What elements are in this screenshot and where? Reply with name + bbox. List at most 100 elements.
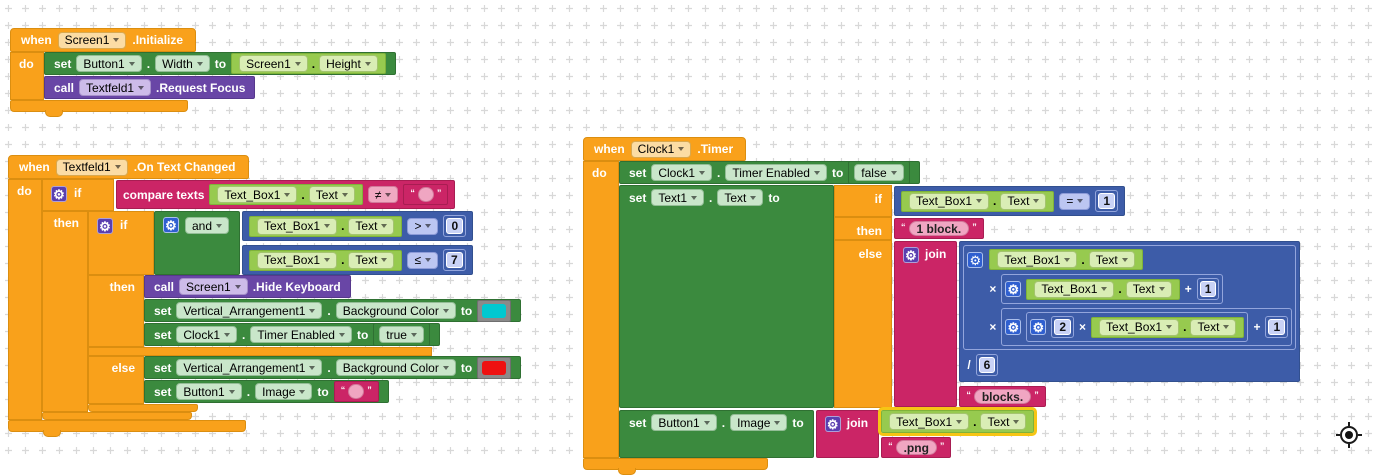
- text-dropdown[interactable]: Text: [1000, 192, 1047, 210]
- clock1-dropdown[interactable]: Clock1: [651, 164, 713, 181]
- logic-true-block[interactable]: true: [373, 323, 430, 346]
- set-clock1-timer-enabled-true-block[interactable]: set Clock1 . Timer Enabled to true: [144, 323, 440, 346]
- equals-dropdown[interactable]: =: [1059, 192, 1091, 210]
- button1-dropdown[interactable]: Button1: [651, 414, 717, 431]
- text-box1-text-getter[interactable]: Text_Box1 . Text: [1091, 316, 1245, 338]
- text-box1-text-getter[interactable]: Text_Box1 . Text: [249, 249, 403, 271]
- when-screen1-initialize-block[interactable]: when Screen1 .Initialize do set Button1 …: [10, 28, 396, 117]
- mutator-gear-icon[interactable]: ⚙: [1005, 319, 1022, 335]
- text-dropdown[interactable]: Text: [348, 217, 395, 235]
- set-button1-image-block[interactable]: set Button1 . Image to ⚙ join Text_Box1: [619, 407, 1038, 458]
- text-box1-dropdown[interactable]: Text_Box1: [909, 192, 990, 210]
- not-equal-dropdown[interactable]: ≠: [367, 186, 399, 203]
- set-vertical-arrangement1-background-color-block[interactable]: set Vertical_Arrangement1 . Background C…: [144, 356, 522, 379]
- inner-if-block[interactable]: ⚙ if ⚙ and: [88, 211, 522, 421]
- true-dropdown[interactable]: true: [379, 326, 424, 343]
- when-textfeld1-on-text-changed-block[interactable]: when Textfeld1 .On Text Changed do ⚙ if …: [8, 155, 522, 437]
- less-equal-block[interactable]: Text_Box1 . Text ≤ 7: [242, 245, 473, 275]
- button1-dropdown[interactable]: Button1: [176, 383, 242, 400]
- compare-texts-block[interactable]: compare texts Text_Box1 . Text ≠ “ ”: [116, 180, 456, 209]
- text-box1-text-getter[interactable]: Text_Box1 . Text: [249, 215, 403, 237]
- text-box1-text-getter[interactable]: Text_Box1 . Text: [901, 190, 1055, 212]
- text-box1-text-getter-selected[interactable]: Text_Box1 . Text: [878, 407, 1038, 436]
- mutator-gear-icon[interactable]: ⚙: [1030, 319, 1047, 335]
- text-dropdown[interactable]: Text: [1125, 280, 1172, 298]
- text-box1-text-getter[interactable]: Text_Box1 . Text: [209, 184, 363, 205]
- number-block[interactable]: 6: [975, 354, 999, 376]
- number-block[interactable]: 0: [443, 215, 467, 237]
- color-block-red[interactable]: [477, 356, 512, 379]
- number-field[interactable]: 2: [1054, 319, 1072, 335]
- and-block[interactable]: ⚙ and Text_Box1 . Text: [154, 211, 474, 275]
- text-box1-dropdown[interactable]: Text_Box1: [217, 186, 298, 203]
- empty-string-block[interactable]: “ ”: [333, 381, 379, 402]
- string-1-block[interactable]: “ 1 block. ”: [894, 218, 984, 239]
- text-box1-dropdown[interactable]: Text_Box1: [997, 251, 1078, 268]
- string-field[interactable]: .png: [895, 440, 937, 455]
- text-dropdown[interactable]: Text: [980, 413, 1027, 430]
- string-field[interactable]: blocks.: [973, 389, 1032, 404]
- mutator-gear-icon[interactable]: ⚙: [163, 217, 179, 233]
- textfeld1-dropdown[interactable]: Textfeld1: [79, 79, 152, 96]
- join-block[interactable]: ⚙ join Text_Box1 . Text “ .png ”: [815, 407, 1038, 458]
- string-field[interactable]: [417, 187, 434, 202]
- number-block[interactable]: 2: [1051, 316, 1075, 338]
- clock1-dropdown[interactable]: Clock1: [630, 140, 692, 158]
- join-block[interactable]: ⚙ join ⚙: [894, 241, 1301, 407]
- call-screen1-hide-keyboard-block[interactable]: call Screen1 .Hide Keyboard: [144, 275, 351, 298]
- string-blocks-block[interactable]: “ blocks. ”: [959, 386, 1046, 407]
- equals-block[interactable]: Text_Box1 . Text = 1: [894, 186, 1126, 216]
- text-dropdown[interactable]: Text: [717, 189, 764, 206]
- text-box1-dropdown[interactable]: Text_Box1: [889, 413, 970, 430]
- mutator-gear-icon[interactable]: ⚙: [967, 252, 984, 268]
- text-dropdown[interactable]: Text: [308, 186, 355, 203]
- clock1-dropdown[interactable]: Clock1: [176, 326, 238, 343]
- screen1-dropdown[interactable]: Screen1: [239, 55, 308, 72]
- logic-false-block[interactable]: false: [848, 161, 910, 184]
- set-button1-width-block[interactable]: set Button1 . Width to Screen1 . Height: [44, 52, 396, 75]
- addition-block[interactable]: ⚙ Text_Box1 . Text +: [1001, 274, 1224, 304]
- string-field[interactable]: 1 block.: [908, 221, 970, 236]
- background-color-dropdown[interactable]: Background Color: [335, 359, 456, 376]
- addition-block[interactable]: ⚙ ⚙ 2 × Text_Box1: [1001, 308, 1293, 346]
- event-header[interactable]: when Screen1 .Initialize: [10, 28, 197, 52]
- mutator-gear-icon[interactable]: ⚙: [824, 416, 841, 432]
- number-block[interactable]: 1: [1095, 190, 1119, 212]
- set-clock1-timer-enabled-false-block[interactable]: set Clock1 . Timer Enabled to false: [619, 161, 920, 184]
- number-field[interactable]: 7: [446, 252, 463, 268]
- text-box1-dropdown[interactable]: Text_Box1: [257, 217, 338, 235]
- button1-dropdown[interactable]: Button1: [76, 55, 142, 72]
- screen1-dropdown[interactable]: Screen1: [179, 278, 248, 295]
- if-else-expression-block[interactable]: if Text_Box1 . Text = 1 then: [834, 185, 1301, 408]
- mutator-gear-icon[interactable]: ⚙: [51, 186, 67, 202]
- vertical-arrangement1-dropdown[interactable]: Vertical_Arrangement1: [176, 359, 323, 376]
- text-dropdown[interactable]: Text: [1190, 318, 1237, 336]
- less-equal-dropdown[interactable]: ≤: [407, 251, 439, 269]
- string-field[interactable]: [348, 384, 365, 399]
- multiplication-block[interactable]: ⚙ 2 × Text_Box1 . Text: [1026, 312, 1249, 342]
- number-field[interactable]: 1: [1268, 319, 1286, 335]
- background-color-dropdown[interactable]: Background Color: [335, 302, 456, 319]
- text-box1-dropdown[interactable]: Text_Box1: [1099, 318, 1180, 336]
- set-text1-text-block[interactable]: set Text1 . Text to if Text_Box1: [619, 185, 1301, 408]
- number-field[interactable]: 6: [978, 357, 996, 373]
- number-field[interactable]: 1: [1098, 193, 1116, 209]
- text-box1-text-getter[interactable]: Text_Box1 . Text: [989, 249, 1143, 270]
- text-dropdown[interactable]: Text: [348, 251, 395, 269]
- mutator-gear-icon[interactable]: ⚙: [1005, 281, 1022, 297]
- number-field[interactable]: 0: [446, 218, 464, 234]
- image-dropdown[interactable]: Image: [730, 414, 788, 431]
- text-dropdown[interactable]: Text: [1088, 251, 1135, 268]
- text-box1-dropdown[interactable]: Text_Box1: [257, 251, 338, 269]
- text-box1-dropdown[interactable]: Text_Box1: [1034, 280, 1115, 298]
- timer-enabled-dropdown[interactable]: Timer Enabled: [725, 164, 827, 181]
- set-vertical-arrangement1-background-color-block[interactable]: set Vertical_Arrangement1 . Background C…: [144, 299, 522, 322]
- mutator-gear-icon[interactable]: ⚙: [97, 218, 113, 234]
- number-block[interactable]: 1: [1265, 316, 1289, 338]
- event-header[interactable]: when Textfeld1 .On Text Changed: [8, 155, 249, 179]
- set-button1-image-empty-block[interactable]: set Button1 . Image to “ ”: [144, 380, 389, 403]
- false-dropdown[interactable]: false: [854, 164, 904, 181]
- width-dropdown[interactable]: Width: [155, 55, 210, 72]
- empty-string-block[interactable]: “ ”: [403, 184, 449, 205]
- color-block-cyan[interactable]: [477, 299, 512, 322]
